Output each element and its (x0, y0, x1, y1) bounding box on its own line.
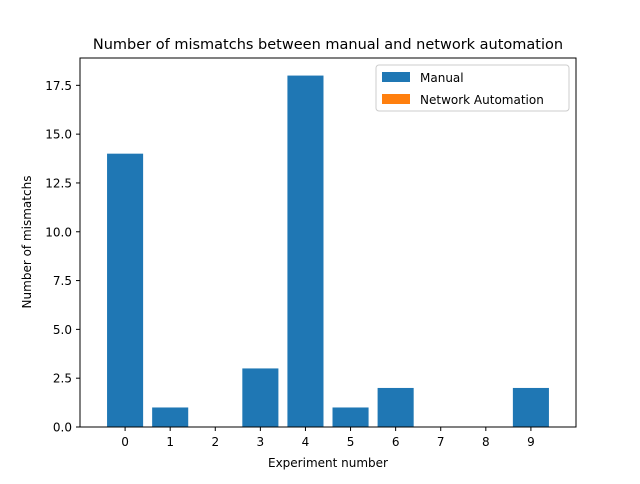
legend-label-network-automation: Network Automation (420, 93, 544, 107)
bar-manual-1 (152, 407, 189, 427)
x-tick-label: 7 (437, 435, 445, 449)
y-tick-label: 2.5 (53, 372, 72, 386)
x-axis-label: Experiment number (268, 456, 388, 470)
y-tick-label: 5.0 (53, 323, 72, 337)
bar-manual-9 (512, 387, 549, 427)
y-axis-label: Number of mismatchs (20, 176, 34, 309)
plot-area (79, 57, 577, 428)
x-axis: 0 1 2 3 4 5 6 7 8 9 (121, 427, 535, 449)
y-tick-label: 12.5 (45, 176, 72, 190)
legend-label-manual: Manual (420, 71, 464, 85)
bar-manual-0 (107, 153, 144, 428)
x-tick-label: 1 (166, 435, 174, 449)
legend-swatch-manual (382, 72, 410, 82)
legend-swatch-network-automation (382, 94, 410, 104)
x-tick-label: 8 (482, 435, 490, 449)
y-tick-label: 0.0 (53, 421, 72, 435)
x-tick-label: 0 (121, 435, 129, 449)
x-tick-label: 2 (211, 435, 219, 449)
y-tick-label: 10.0 (45, 225, 72, 239)
bar-manual-6 (377, 387, 414, 427)
x-tick-label: 3 (257, 435, 265, 449)
y-axis: 0.0 2.5 5.0 7.5 10.0 12.5 15.0 17.5 (45, 79, 80, 435)
bar-manual-5 (332, 407, 369, 427)
x-tick-label: 6 (392, 435, 400, 449)
x-tick-label: 5 (347, 435, 355, 449)
x-tick-label: 4 (302, 435, 310, 449)
legend-box (375, 64, 570, 112)
chart-title: Number of mismatchs between manual and n… (93, 37, 563, 53)
y-tick-label: 7.5 (53, 274, 72, 288)
bar-manual-3 (242, 368, 279, 427)
bar-manual-4 (287, 75, 324, 427)
legend: Manual Network Automation (375, 64, 570, 112)
plot-frame (79, 57, 577, 428)
y-tick-label: 15.0 (45, 128, 72, 142)
y-tick-label: 17.5 (45, 79, 72, 93)
x-tick-label: 9 (527, 435, 535, 449)
